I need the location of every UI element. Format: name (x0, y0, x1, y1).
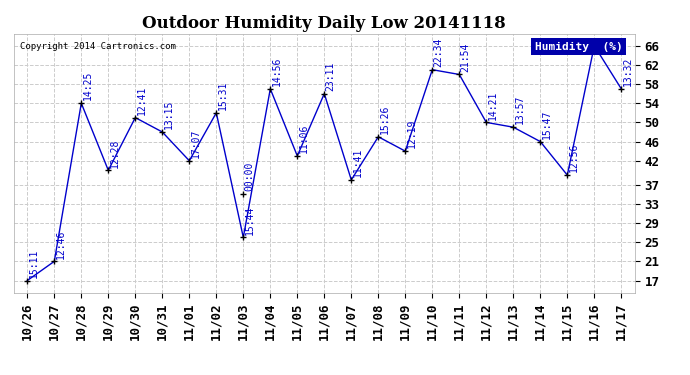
Text: 11:41: 11:41 (353, 148, 363, 177)
Text: 21:54: 21:54 (461, 42, 471, 72)
Text: 12:46: 12:46 (56, 229, 66, 259)
Text: 15:44: 15:44 (245, 205, 255, 235)
Text: 13:15: 13:15 (164, 100, 174, 129)
Text: 14:56: 14:56 (272, 57, 282, 86)
Text: 23:11: 23:11 (326, 62, 336, 91)
Text: 15:11: 15:11 (29, 248, 39, 278)
Text: 14:25: 14:25 (83, 71, 92, 100)
Text: 13:32: 13:32 (622, 57, 633, 86)
Text: 15:47: 15:47 (542, 110, 552, 139)
Text: Copyright 2014 Cartronics.com: Copyright 2014 Cartronics.com (20, 42, 176, 51)
Text: 12:28: 12:28 (110, 138, 119, 168)
Text: 12:56: 12:56 (569, 143, 579, 172)
Text: Humidity  (%): Humidity (%) (535, 42, 622, 51)
Text: 17:07: 17:07 (190, 129, 201, 158)
Text: 12:41: 12:41 (137, 86, 147, 115)
Text: 11:06: 11:06 (299, 124, 308, 153)
Text: 12:19: 12:19 (406, 119, 417, 148)
Text: 15:26: 15:26 (380, 105, 390, 134)
Title: Outdoor Humidity Daily Low 20141118: Outdoor Humidity Daily Low 20141118 (142, 15, 506, 32)
Text: 14:21: 14:21 (488, 90, 497, 120)
Text: 13:57: 13:57 (515, 95, 524, 124)
Text: 22:34: 22:34 (434, 38, 444, 67)
Text: 15:31: 15:31 (217, 81, 228, 110)
Text: 00:00: 00:00 (245, 162, 255, 192)
